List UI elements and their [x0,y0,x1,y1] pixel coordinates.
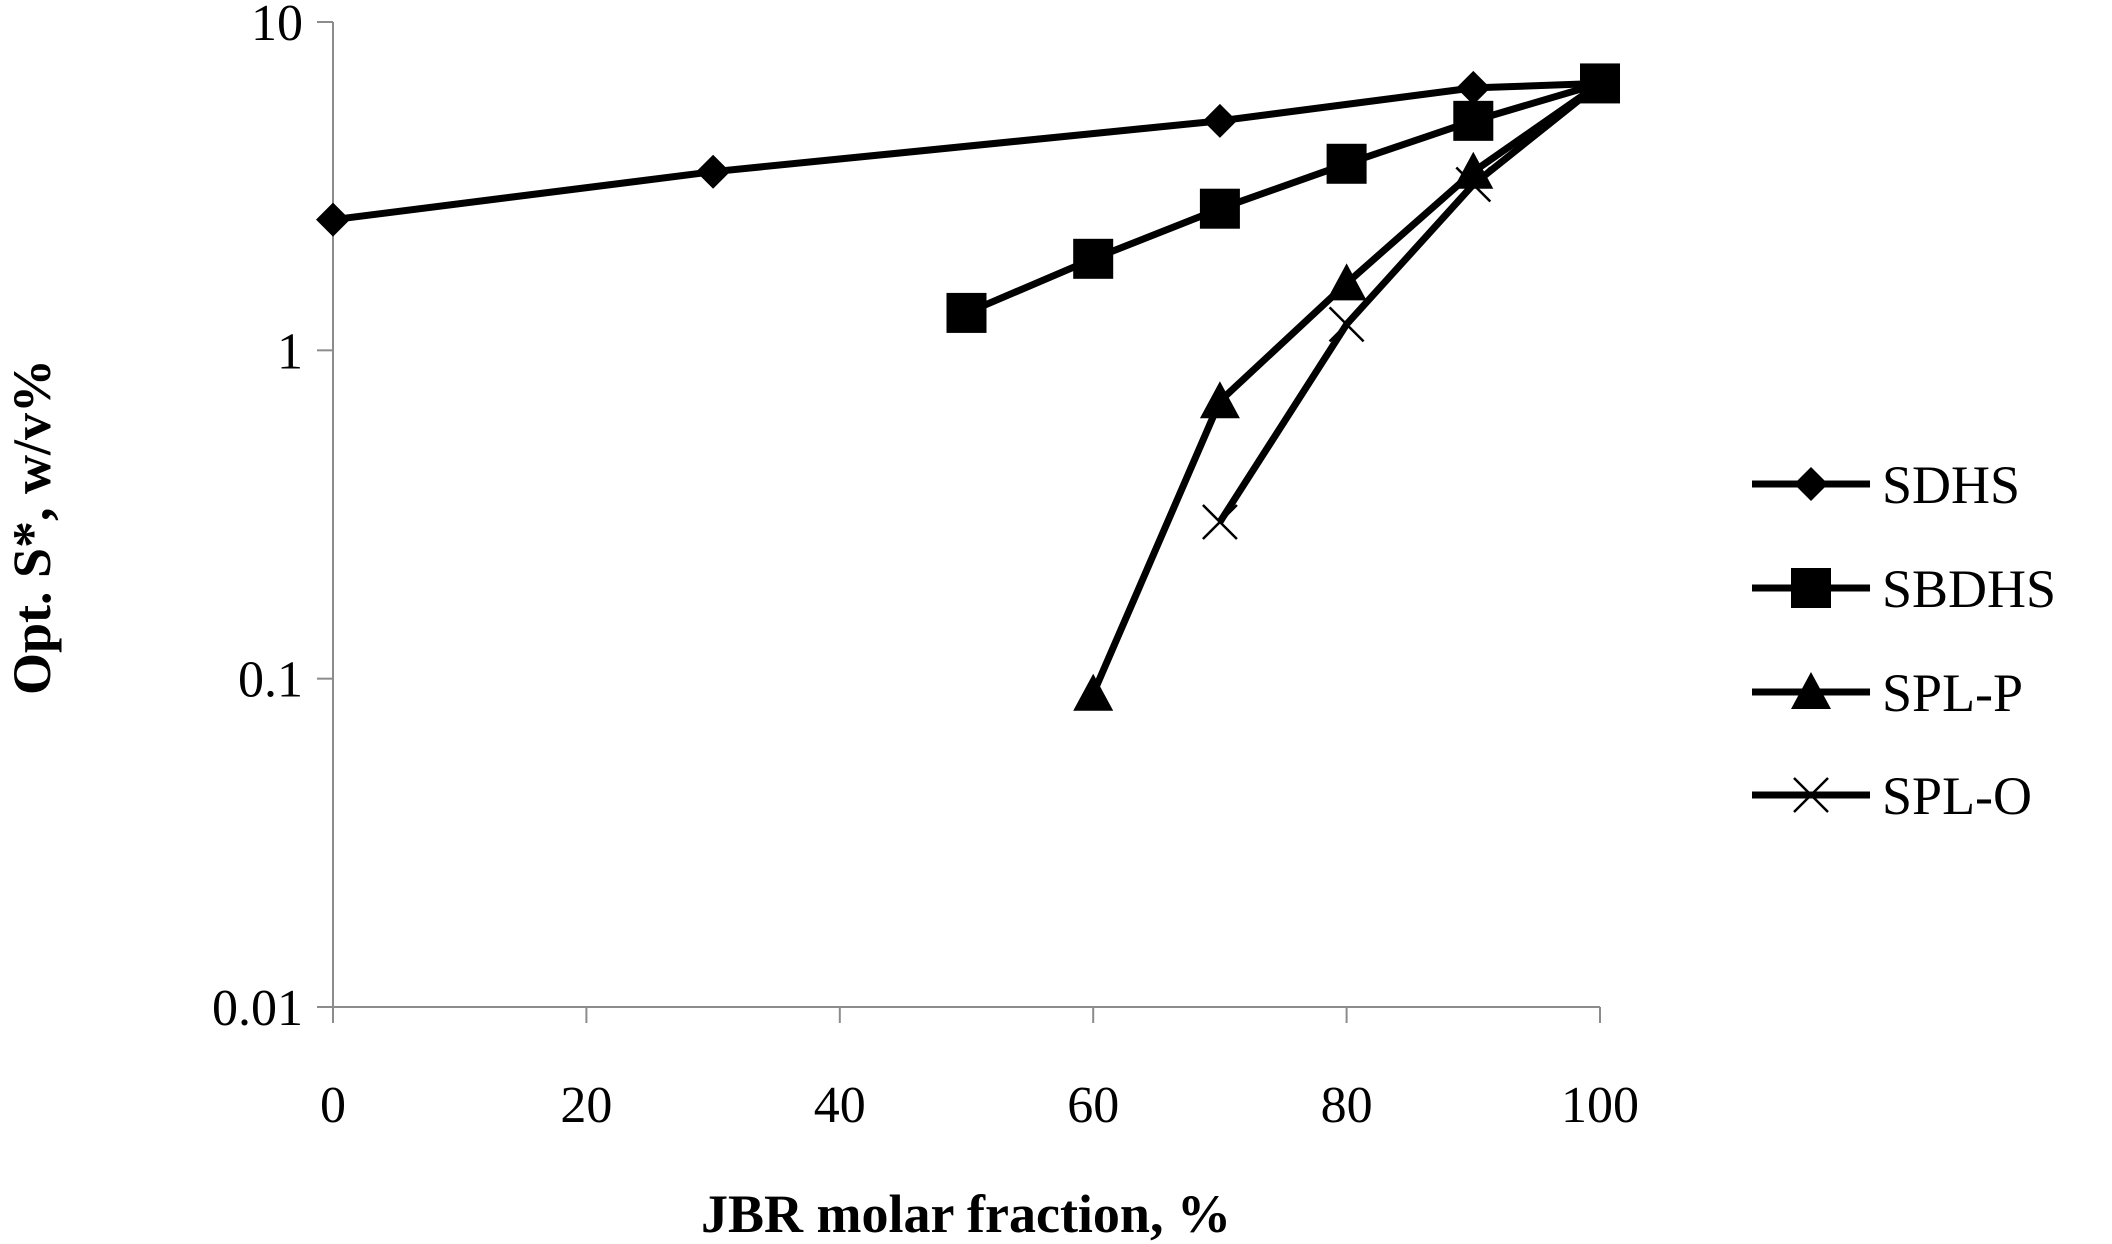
data-point [1583,66,1617,101]
legend-label: SPL-P [1882,663,2023,723]
series-sdhs [316,66,1617,237]
series-spl-o [1202,65,1618,540]
data-point [1202,504,1238,540]
x-tick-label: 80 [1321,1077,1373,1134]
legend-item-sdhs: SDHS [1752,455,2020,515]
data-point [1199,188,1240,229]
plot-area [316,63,1620,711]
legend-marker [1793,777,1829,813]
data-point [696,154,731,189]
data-point [1199,381,1240,419]
x-tick-label: 0 [320,1077,346,1134]
data-point [1326,263,1367,301]
data-point [316,202,350,237]
y-tick-label: 0.01 [212,980,303,1037]
data-point [1328,306,1365,343]
x-tick-label: 40 [814,1077,866,1134]
series-line [965,80,1601,317]
legend-label: SPL-O [1882,766,2032,826]
series-line [1216,80,1603,524]
y-tick-label: 0.1 [238,652,303,709]
y-tick-label: 1 [277,323,303,380]
series-line [332,79,1601,224]
data-point [1202,103,1237,138]
legend-marker [1791,672,1831,709]
legend-item-spl-p: SPL-P [1752,663,2023,723]
series-sbdhs [946,63,1620,333]
data-point [1453,151,1494,189]
legend-label: SBDHS [1882,559,2056,619]
y-tick-label: 10 [251,0,303,52]
data-point [1073,673,1114,711]
legend-marker [1794,467,1828,501]
legend-item-spl-o: SPL-O [1752,766,2032,826]
data-point [1073,238,1114,279]
legend-item-sbdhs: SBDHS [1752,559,2056,619]
data-point [1456,70,1491,105]
x-tick-label: 100 [1561,1077,1639,1134]
x-tick-label: 60 [1067,1077,1119,1134]
legend-label: SDHS [1882,455,2020,515]
x-tick-label: 20 [560,1077,612,1134]
x-axis-title: JBR molar fraction, % [701,1184,1231,1244]
data-point [946,292,987,333]
y-axis-title: Opt. S*, w/v% [2,359,62,695]
legend-marker [1791,568,1831,608]
legend: SDHS SBDHS SPL-P SPL-O [1752,455,2056,826]
data-point [1453,100,1494,141]
data-point [1326,143,1367,184]
